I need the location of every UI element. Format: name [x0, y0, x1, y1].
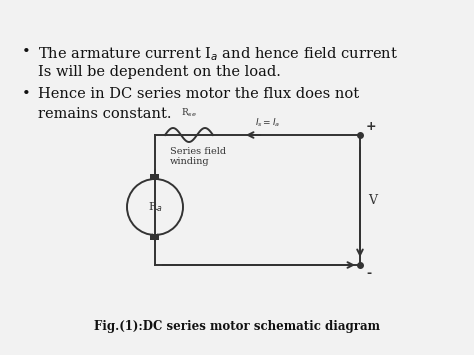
Text: Is will be dependent on the load.: Is will be dependent on the load.	[38, 65, 281, 79]
Text: Series field
winding: Series field winding	[170, 147, 226, 166]
Text: $I_s = I_a$: $I_s = I_a$	[255, 116, 281, 129]
Text: The armature current I$_a$ and hence field current: The armature current I$_a$ and hence fie…	[38, 45, 398, 63]
Text: remains constant.: remains constant.	[38, 107, 172, 121]
Bar	[151, 174, 159, 180]
Text: R$_{se}$: R$_{se}$	[181, 106, 197, 119]
Text: V: V	[368, 193, 377, 207]
Text: Fig.(1):DC series motor schematic diagram: Fig.(1):DC series motor schematic diagra…	[94, 320, 380, 333]
Text: Hence in DC series motor the flux does not: Hence in DC series motor the flux does n…	[38, 87, 359, 101]
Text: •: •	[22, 87, 31, 101]
Text: +: +	[366, 120, 377, 133]
Text: -: -	[366, 267, 371, 280]
Text: R$_a$: R$_a$	[147, 200, 163, 214]
Text: •: •	[22, 45, 31, 59]
Bar	[151, 234, 159, 240]
